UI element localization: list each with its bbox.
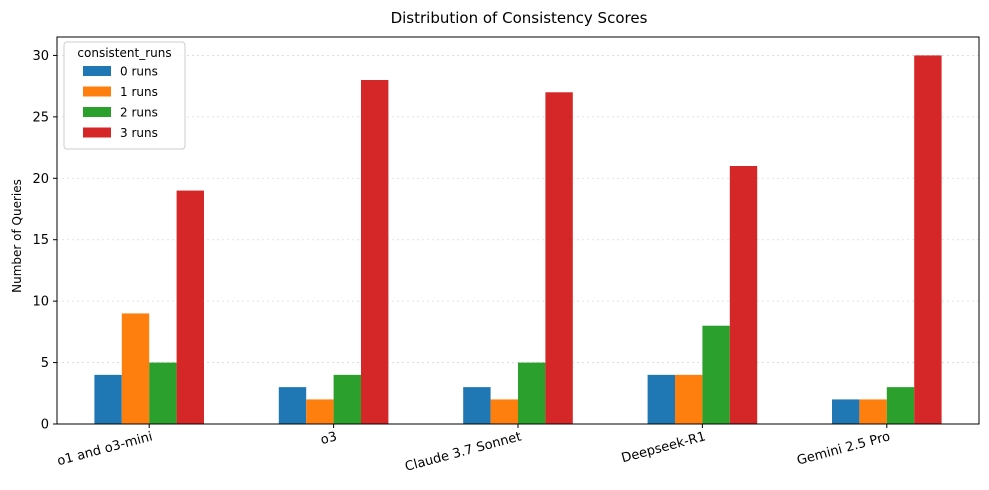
legend-entry-label: 2 runs bbox=[120, 106, 158, 120]
bar bbox=[333, 374, 361, 424]
legend-swatch bbox=[83, 107, 111, 117]
x-tick-label: o3 bbox=[319, 429, 339, 448]
y-tick-label: 30 bbox=[32, 49, 49, 64]
legend-entry-label: 3 runs bbox=[120, 126, 158, 140]
legend-title: consistent_runs bbox=[77, 46, 171, 60]
bar bbox=[729, 166, 758, 424]
x-tick-label: o1 and o3-mini bbox=[56, 429, 155, 469]
y-tick-label: 10 bbox=[32, 295, 49, 310]
x-tick-label: Claude 3.7 Sonnet bbox=[403, 429, 523, 475]
y-tick-label: 15 bbox=[32, 233, 49, 248]
bar bbox=[463, 387, 491, 424]
legend-entry-label: 1 runs bbox=[120, 85, 158, 99]
y-tick-label: 25 bbox=[32, 110, 49, 125]
x-tick-label: Deepseek-R1 bbox=[620, 429, 707, 466]
bar bbox=[94, 374, 122, 424]
bar bbox=[518, 362, 546, 424]
legend-swatch bbox=[83, 127, 111, 138]
legend-swatch bbox=[83, 66, 111, 76]
y-tick-label: 5 bbox=[41, 356, 49, 371]
chart-title: Distribution of Consistency Scores bbox=[391, 9, 648, 27]
bars bbox=[94, 55, 942, 425]
bar bbox=[859, 399, 887, 424]
y-tick-label: 20 bbox=[32, 172, 49, 187]
y-tick-label: 0 bbox=[41, 418, 49, 433]
legend-swatch bbox=[83, 86, 111, 97]
bar bbox=[361, 80, 389, 424]
bar bbox=[886, 387, 915, 424]
x-tick-label: Gemini 2.5 Pro bbox=[795, 429, 891, 468]
bar bbox=[149, 362, 177, 424]
bar bbox=[306, 399, 334, 424]
bar bbox=[702, 325, 730, 424]
bar bbox=[647, 374, 675, 424]
bar bbox=[490, 399, 518, 424]
legend: consistent_runs 0 runs 1 runs 2 runs 3 runs bbox=[63, 41, 186, 150]
bar bbox=[121, 313, 150, 424]
bar bbox=[278, 387, 307, 424]
legend-entry-label: 0 runs bbox=[120, 65, 158, 79]
plot-frame bbox=[56, 36, 980, 425]
bar bbox=[545, 92, 573, 425]
bar bbox=[176, 190, 204, 424]
y-axis-title: Number of Queries bbox=[10, 179, 24, 293]
bar bbox=[832, 399, 860, 424]
bar bbox=[914, 55, 942, 425]
bar bbox=[675, 374, 703, 424]
